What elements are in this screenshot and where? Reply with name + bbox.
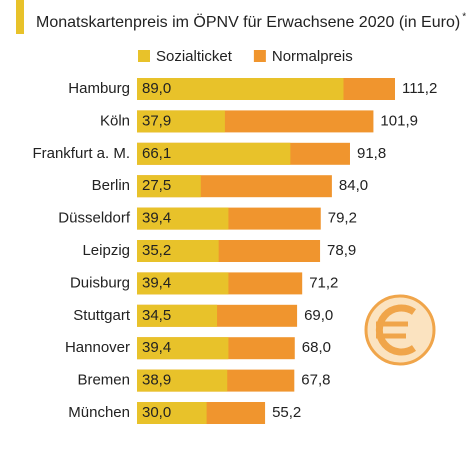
category-label: Hamburg — [68, 80, 130, 97]
category-label: Leipzig — [82, 242, 130, 259]
bar — [137, 402, 207, 424]
bar — [137, 240, 219, 262]
value-label: 34,5 — [142, 307, 171, 324]
value-label: 35,2 — [142, 242, 171, 259]
bar — [137, 78, 344, 100]
category-label: Duisburg — [70, 274, 130, 291]
value-label: 67,8 — [301, 372, 330, 389]
bar — [137, 304, 218, 327]
value-label: 38,9 — [142, 372, 171, 389]
bar — [137, 175, 201, 198]
euro-icon — [364, 294, 436, 366]
value-label: 39,4 — [142, 210, 171, 227]
bar — [137, 110, 225, 133]
bar — [137, 272, 229, 295]
bar — [137, 142, 291, 165]
value-label: 68,0 — [302, 339, 331, 356]
legend-swatch — [138, 50, 150, 62]
bar — [137, 207, 229, 230]
value-label: 37,9 — [142, 112, 171, 129]
category-label: Hannover — [65, 339, 130, 356]
value-label: 55,2 — [272, 404, 301, 421]
value-label: 78,9 — [327, 242, 356, 259]
legend-swatch — [253, 50, 266, 62]
category-label: Stuttgart — [73, 307, 131, 324]
value-label: 101,9 — [380, 112, 418, 129]
value-label: 27,5 — [142, 177, 171, 194]
value-label: 79,2 — [328, 210, 357, 227]
value-label: 91,8 — [357, 145, 386, 162]
category-label: Köln — [100, 112, 130, 129]
bar — [137, 337, 229, 360]
category-label: Düsseldorf — [58, 210, 131, 227]
category-label: Berlin — [92, 177, 130, 194]
category-label: Frankfurt a. M. — [32, 145, 130, 162]
accent-bar — [16, 0, 24, 34]
value-label: 30,0 — [142, 404, 171, 421]
footnote-marker: * — [462, 12, 466, 23]
legend-label: Sozialticket — [156, 48, 233, 65]
bar — [137, 369, 228, 392]
value-label: 89,0 — [142, 80, 171, 97]
category-label: Bremen — [77, 372, 130, 389]
value-label: 84,0 — [339, 177, 368, 194]
value-label: 66,1 — [142, 145, 171, 162]
legend-label: Normalpreis — [272, 48, 353, 65]
value-label: 69,0 — [304, 307, 333, 324]
value-label: 71,2 — [309, 274, 338, 291]
category-label: München — [68, 404, 130, 421]
value-label: 39,4 — [142, 274, 171, 291]
value-label: 111,2 — [402, 80, 437, 97]
chart-subtitle: Monatskartenpreis im ÖPNV für Erwachsene… — [36, 13, 460, 31]
value-label: 39,4 — [142, 339, 171, 356]
